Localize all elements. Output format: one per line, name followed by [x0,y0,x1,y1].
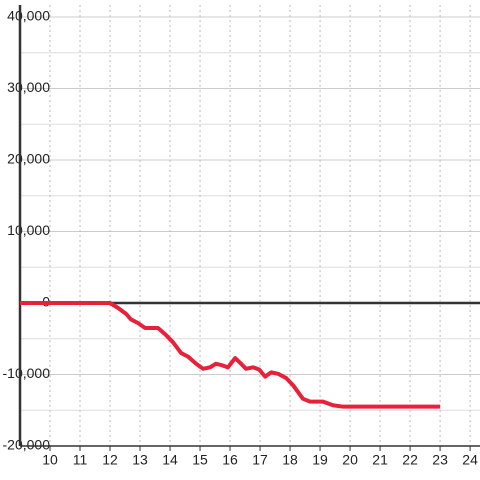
y-tick-label: -20,000 [3,437,51,453]
y-tick-label: 30,000 [7,79,50,95]
x-tick-label: 14 [162,452,178,468]
x-tick-label: 12 [102,452,118,468]
line [20,301,441,409]
x-tick-label: 20 [342,452,358,468]
x-tick-label: 13 [132,452,148,468]
y-tick-label: 10,000 [7,222,50,238]
x-tick-label: 19 [312,452,328,468]
y-tick-label: 40,000 [7,8,50,24]
x-tick-label: 18 [282,452,298,468]
x-tick-label: 11 [73,452,88,468]
x-tick-label: 10 [42,452,58,468]
x-tick-label: 16 [222,452,238,468]
x-tick-label: 24 [462,452,478,468]
x-tick-label: 21 [372,452,388,468]
y-tick-label: -10,000 [3,365,51,381]
x-tick-label: 22 [402,452,418,468]
x-tick-label: 15 [192,452,208,468]
y-tick-label: 20,000 [7,151,50,167]
x-tick-label: 23 [432,452,448,468]
x-tick-label: 17 [252,452,268,468]
